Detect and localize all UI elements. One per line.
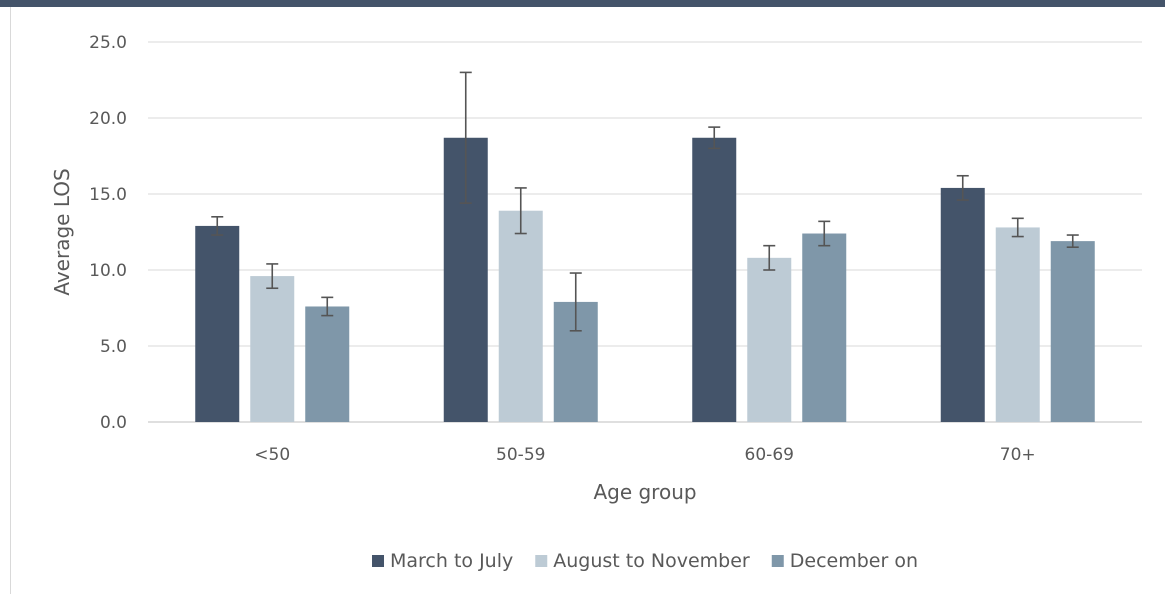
y-tick-label: 25.0 bbox=[89, 33, 127, 53]
y-tick-label: 10.0 bbox=[89, 261, 127, 281]
error-bars bbox=[211, 71, 1079, 332]
legend-item: December on bbox=[771, 550, 918, 572]
bar bbox=[747, 257, 792, 422]
y-tick-label: 20.0 bbox=[89, 109, 127, 129]
x-tick-label: 50-59 bbox=[496, 445, 545, 465]
bar bbox=[498, 210, 543, 422]
legend-swatch bbox=[372, 555, 385, 567]
bar bbox=[195, 225, 240, 422]
legend: March to July August to November December … bbox=[372, 550, 918, 572]
bar bbox=[1050, 241, 1095, 422]
legend-item: March to July bbox=[372, 550, 513, 572]
y-tick-label: 0.0 bbox=[100, 413, 127, 433]
top-border bbox=[0, 0, 1165, 7]
y-tick-label: 5.0 bbox=[100, 337, 127, 357]
bar bbox=[692, 137, 737, 422]
left-border bbox=[10, 7, 11, 594]
legend-label: March to July bbox=[390, 550, 513, 572]
bar bbox=[802, 233, 847, 422]
gridlines bbox=[148, 41, 1142, 423]
legend-swatch bbox=[535, 555, 548, 567]
y-axis-title: Average LOS bbox=[50, 168, 74, 295]
bars bbox=[195, 137, 1095, 422]
x-tick-label: <50 bbox=[254, 445, 290, 465]
x-tick-label: 60-69 bbox=[745, 445, 794, 465]
legend-label: December on bbox=[790, 550, 918, 572]
legend-swatch bbox=[771, 555, 784, 567]
bar bbox=[995, 227, 1040, 422]
legend-label: August to November bbox=[553, 550, 750, 572]
bar bbox=[940, 187, 985, 422]
bar bbox=[305, 306, 350, 422]
bar bbox=[250, 276, 295, 422]
x-tick-label: 70+ bbox=[1000, 445, 1036, 465]
x-axis-title: Age group bbox=[593, 480, 696, 504]
y-tick-labels: 0.0 5.0 10.0 15.0 20.0 25.0 bbox=[89, 33, 127, 433]
legend-item: August to November bbox=[535, 550, 750, 572]
x-tick-labels: <50 50-59 60-69 70+ bbox=[254, 445, 1035, 465]
y-tick-label: 15.0 bbox=[89, 185, 127, 205]
